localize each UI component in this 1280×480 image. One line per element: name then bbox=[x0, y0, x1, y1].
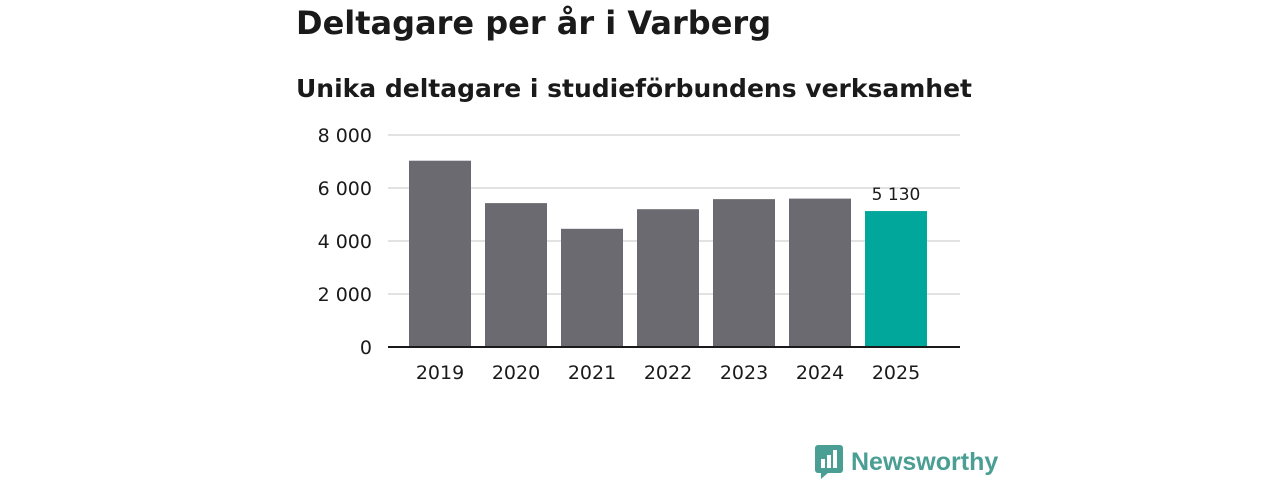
chart-subtitle: Unika deltagare i studieförbundens verks… bbox=[296, 74, 973, 103]
y-tick-label: 8 000 bbox=[318, 125, 372, 147]
x-tick-label: 2023 bbox=[720, 362, 768, 384]
x-tick-label: 2022 bbox=[644, 362, 692, 384]
y-tick-label: 2 000 bbox=[318, 284, 372, 306]
bar-2024 bbox=[789, 198, 851, 347]
data-label: 5 130 bbox=[872, 185, 921, 205]
chart-title: Deltagare per år i Varberg bbox=[296, 4, 772, 42]
bar-2020 bbox=[485, 203, 547, 347]
bar-2023 bbox=[713, 199, 775, 347]
y-tick-label: 4 000 bbox=[318, 231, 372, 253]
bar-2022 bbox=[637, 209, 699, 347]
bar-2021 bbox=[561, 228, 623, 347]
brand-name: Newsworthy bbox=[851, 447, 999, 476]
newsworthy-logo-icon bbox=[815, 445, 843, 479]
x-tick-label: 2020 bbox=[492, 362, 540, 384]
bar-2019 bbox=[409, 160, 471, 347]
newsworthy-brand: Newsworthy bbox=[815, 445, 998, 479]
bar-2025 bbox=[865, 211, 927, 347]
x-tick-label: 2024 bbox=[796, 362, 844, 384]
y-tick-label: 6 000 bbox=[318, 178, 372, 200]
y-tick-label: 0 bbox=[360, 337, 372, 359]
x-tick-label: 2025 bbox=[872, 362, 920, 384]
x-tick-label: 2019 bbox=[416, 362, 464, 384]
x-tick-label: 2021 bbox=[568, 362, 616, 384]
